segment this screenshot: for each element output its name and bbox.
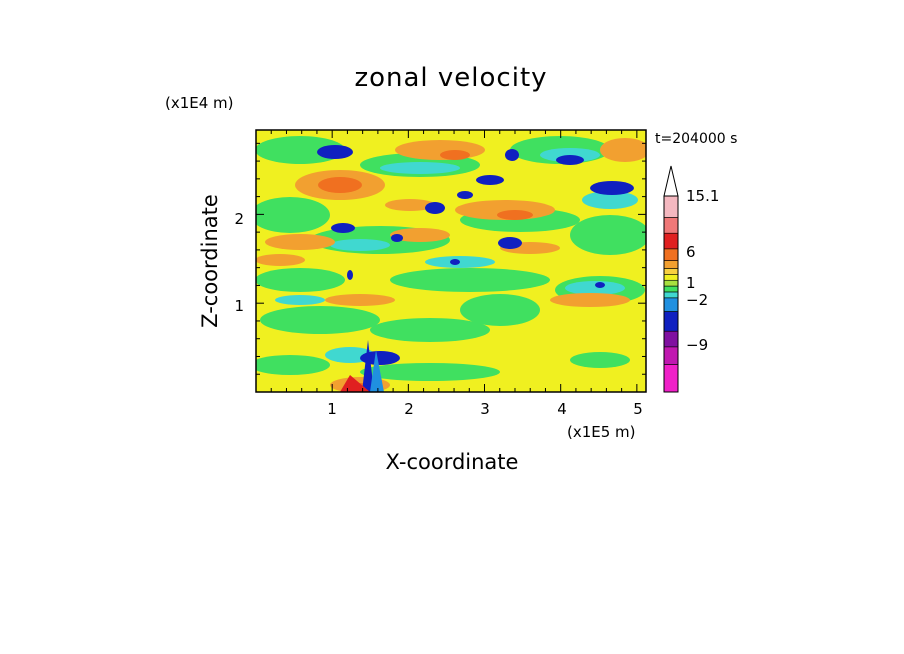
colorbar-label-neg9: −9 [686, 336, 708, 354]
time-label: t=204000 s [655, 131, 737, 147]
x-tick-label-4: 4 [557, 400, 567, 418]
y-tick-label-2: 2 [234, 210, 244, 228]
colorbar-extend-arrow [663, 165, 679, 197]
x-tick-label-3: 3 [480, 400, 490, 418]
x-tick-label-1: 1 [327, 400, 337, 418]
colorbar-swatch [663, 195, 679, 218]
heatmap-field [256, 130, 646, 392]
colorbar-label-15-1: 15.1 [686, 187, 719, 205]
x-tick-labels: 1 2 3 4 5 [327, 400, 643, 418]
colorbar-swatch [663, 248, 679, 261]
colorbar-swatch [663, 364, 679, 393]
colorbar-swatch [663, 285, 679, 293]
x-tick-label-2: 2 [404, 400, 414, 418]
colorbar-swatch [663, 330, 679, 348]
colorbar-swatch [663, 268, 679, 275]
y-tick-label-1: 1 [234, 297, 244, 315]
field-green-bands [256, 136, 646, 381]
colorbar-swatch [663, 274, 679, 281]
colorbar-swatch [663, 232, 679, 250]
colorbar-labels: 15.1 6 1 −2 −9 [686, 187, 719, 354]
plot-frame [255, 129, 647, 393]
colorbar [663, 165, 679, 393]
y-axis-unit: (x1E4 m) [165, 94, 234, 112]
y-tick-labels: 1 2 [234, 210, 244, 315]
axis-ticks [256, 130, 646, 392]
colorbar-label-1: 1 [686, 274, 696, 292]
colorbar-swatch [663, 346, 679, 365]
y-axis-label: Z-coordinate [198, 194, 222, 328]
colorbar-frame [663, 195, 679, 393]
colorbar-swatch [663, 291, 679, 299]
colorbar-swatch [663, 311, 679, 332]
field-blue-minima [317, 145, 634, 365]
colorbar-swatch [663, 297, 679, 312]
colorbar-swatch [663, 260, 679, 269]
x-axis-label: X-coordinate [386, 450, 519, 474]
colorbar-label-neg2: −2 [686, 291, 708, 309]
field-orange-bands [256, 138, 646, 392]
x-tick-label-5: 5 [633, 400, 643, 418]
colorbar-label-6: 6 [686, 243, 696, 261]
colorbar-swatch [663, 279, 679, 287]
x-axis-unit: (x1E5 m) [567, 423, 636, 441]
chart-title: zonal velocity [354, 63, 547, 93]
colorbar-swatch [663, 217, 679, 234]
field-dipole [340, 340, 384, 392]
